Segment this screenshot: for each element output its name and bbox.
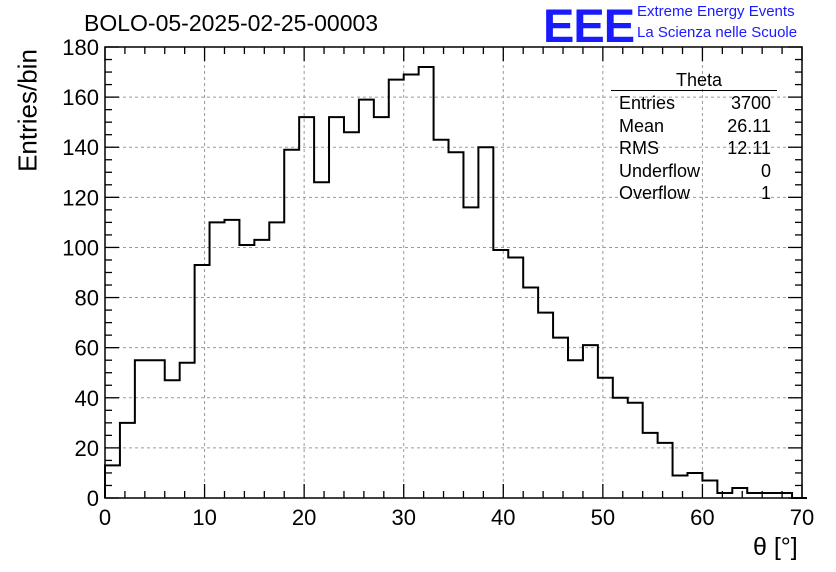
x-axis-label: θ [°]	[753, 533, 798, 561]
stats-key: Underflow	[619, 160, 701, 181]
histogram-series	[104, 66, 807, 499]
stats-value: 0	[760, 160, 771, 181]
y-tick-label: 160	[62, 85, 99, 110]
stats-value: 3700	[730, 93, 771, 113]
chart-title: BOLO-05-2025-02-25-00003	[84, 10, 379, 36]
x-tick-label: 60	[690, 505, 714, 530]
y-tick-label: 60	[75, 336, 99, 361]
y-tick-label: 0	[87, 486, 99, 511]
x-tick-label: 40	[491, 505, 515, 530]
y-tick-label: 40	[75, 386, 99, 411]
stats-row: Mean 26.11	[611, 116, 777, 139]
x-tick-label: 70	[790, 505, 814, 530]
x-tick-label: 10	[192, 505, 216, 530]
stats-row: Overflow 1	[611, 183, 777, 206]
logo-line-2: La Scienza nelle Scuole	[637, 24, 798, 41]
stats-value: 12.11	[727, 138, 771, 159]
plot-frame	[104, 46, 803, 499]
y-tick-label: 140	[62, 135, 99, 160]
stats-key: RMS	[619, 138, 659, 159]
stats-value: 26.11	[727, 115, 771, 136]
x-tick-label: 50	[591, 505, 615, 530]
stats-row: Underflow 0	[611, 161, 777, 184]
stats-divider	[611, 90, 777, 91]
y-tick-label: 180	[62, 35, 99, 60]
x-tick-label: 20	[292, 505, 316, 530]
y-tick-label: 80	[75, 286, 99, 311]
stats-key: Overflow	[619, 183, 691, 204]
x-tick-label: 30	[391, 505, 415, 530]
stats-title: Theta	[675, 70, 723, 90]
stats-key: Entries	[619, 93, 676, 113]
eee-logo-mark: EEE	[543, 0, 635, 52]
stats-box: Theta Entries 3700 Mean 26.11 RMS 12.11 …	[611, 70, 777, 206]
y-tick-label: 120	[62, 185, 99, 210]
stats-row: RMS 12.11	[611, 138, 777, 161]
y-axis-label: Entries/bin	[12, 49, 43, 172]
logo-line-1: Extreme Energy Events	[637, 3, 795, 20]
x-tick-label: 0	[99, 505, 111, 530]
stats-key: Mean	[619, 115, 665, 136]
grid-lines	[105, 47, 802, 498]
stats-row: Entries 3700	[611, 93, 777, 116]
axis-ticks	[104, 46, 803, 499]
y-tick-label: 100	[62, 235, 99, 260]
stats-value: 1	[760, 183, 771, 204]
y-tick-label: 20	[75, 436, 99, 461]
